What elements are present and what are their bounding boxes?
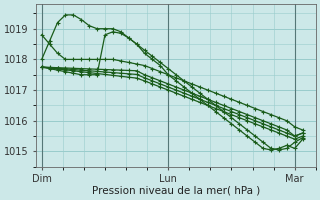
X-axis label: Pression niveau de la mer( hPa ): Pression niveau de la mer( hPa ): [92, 186, 260, 196]
